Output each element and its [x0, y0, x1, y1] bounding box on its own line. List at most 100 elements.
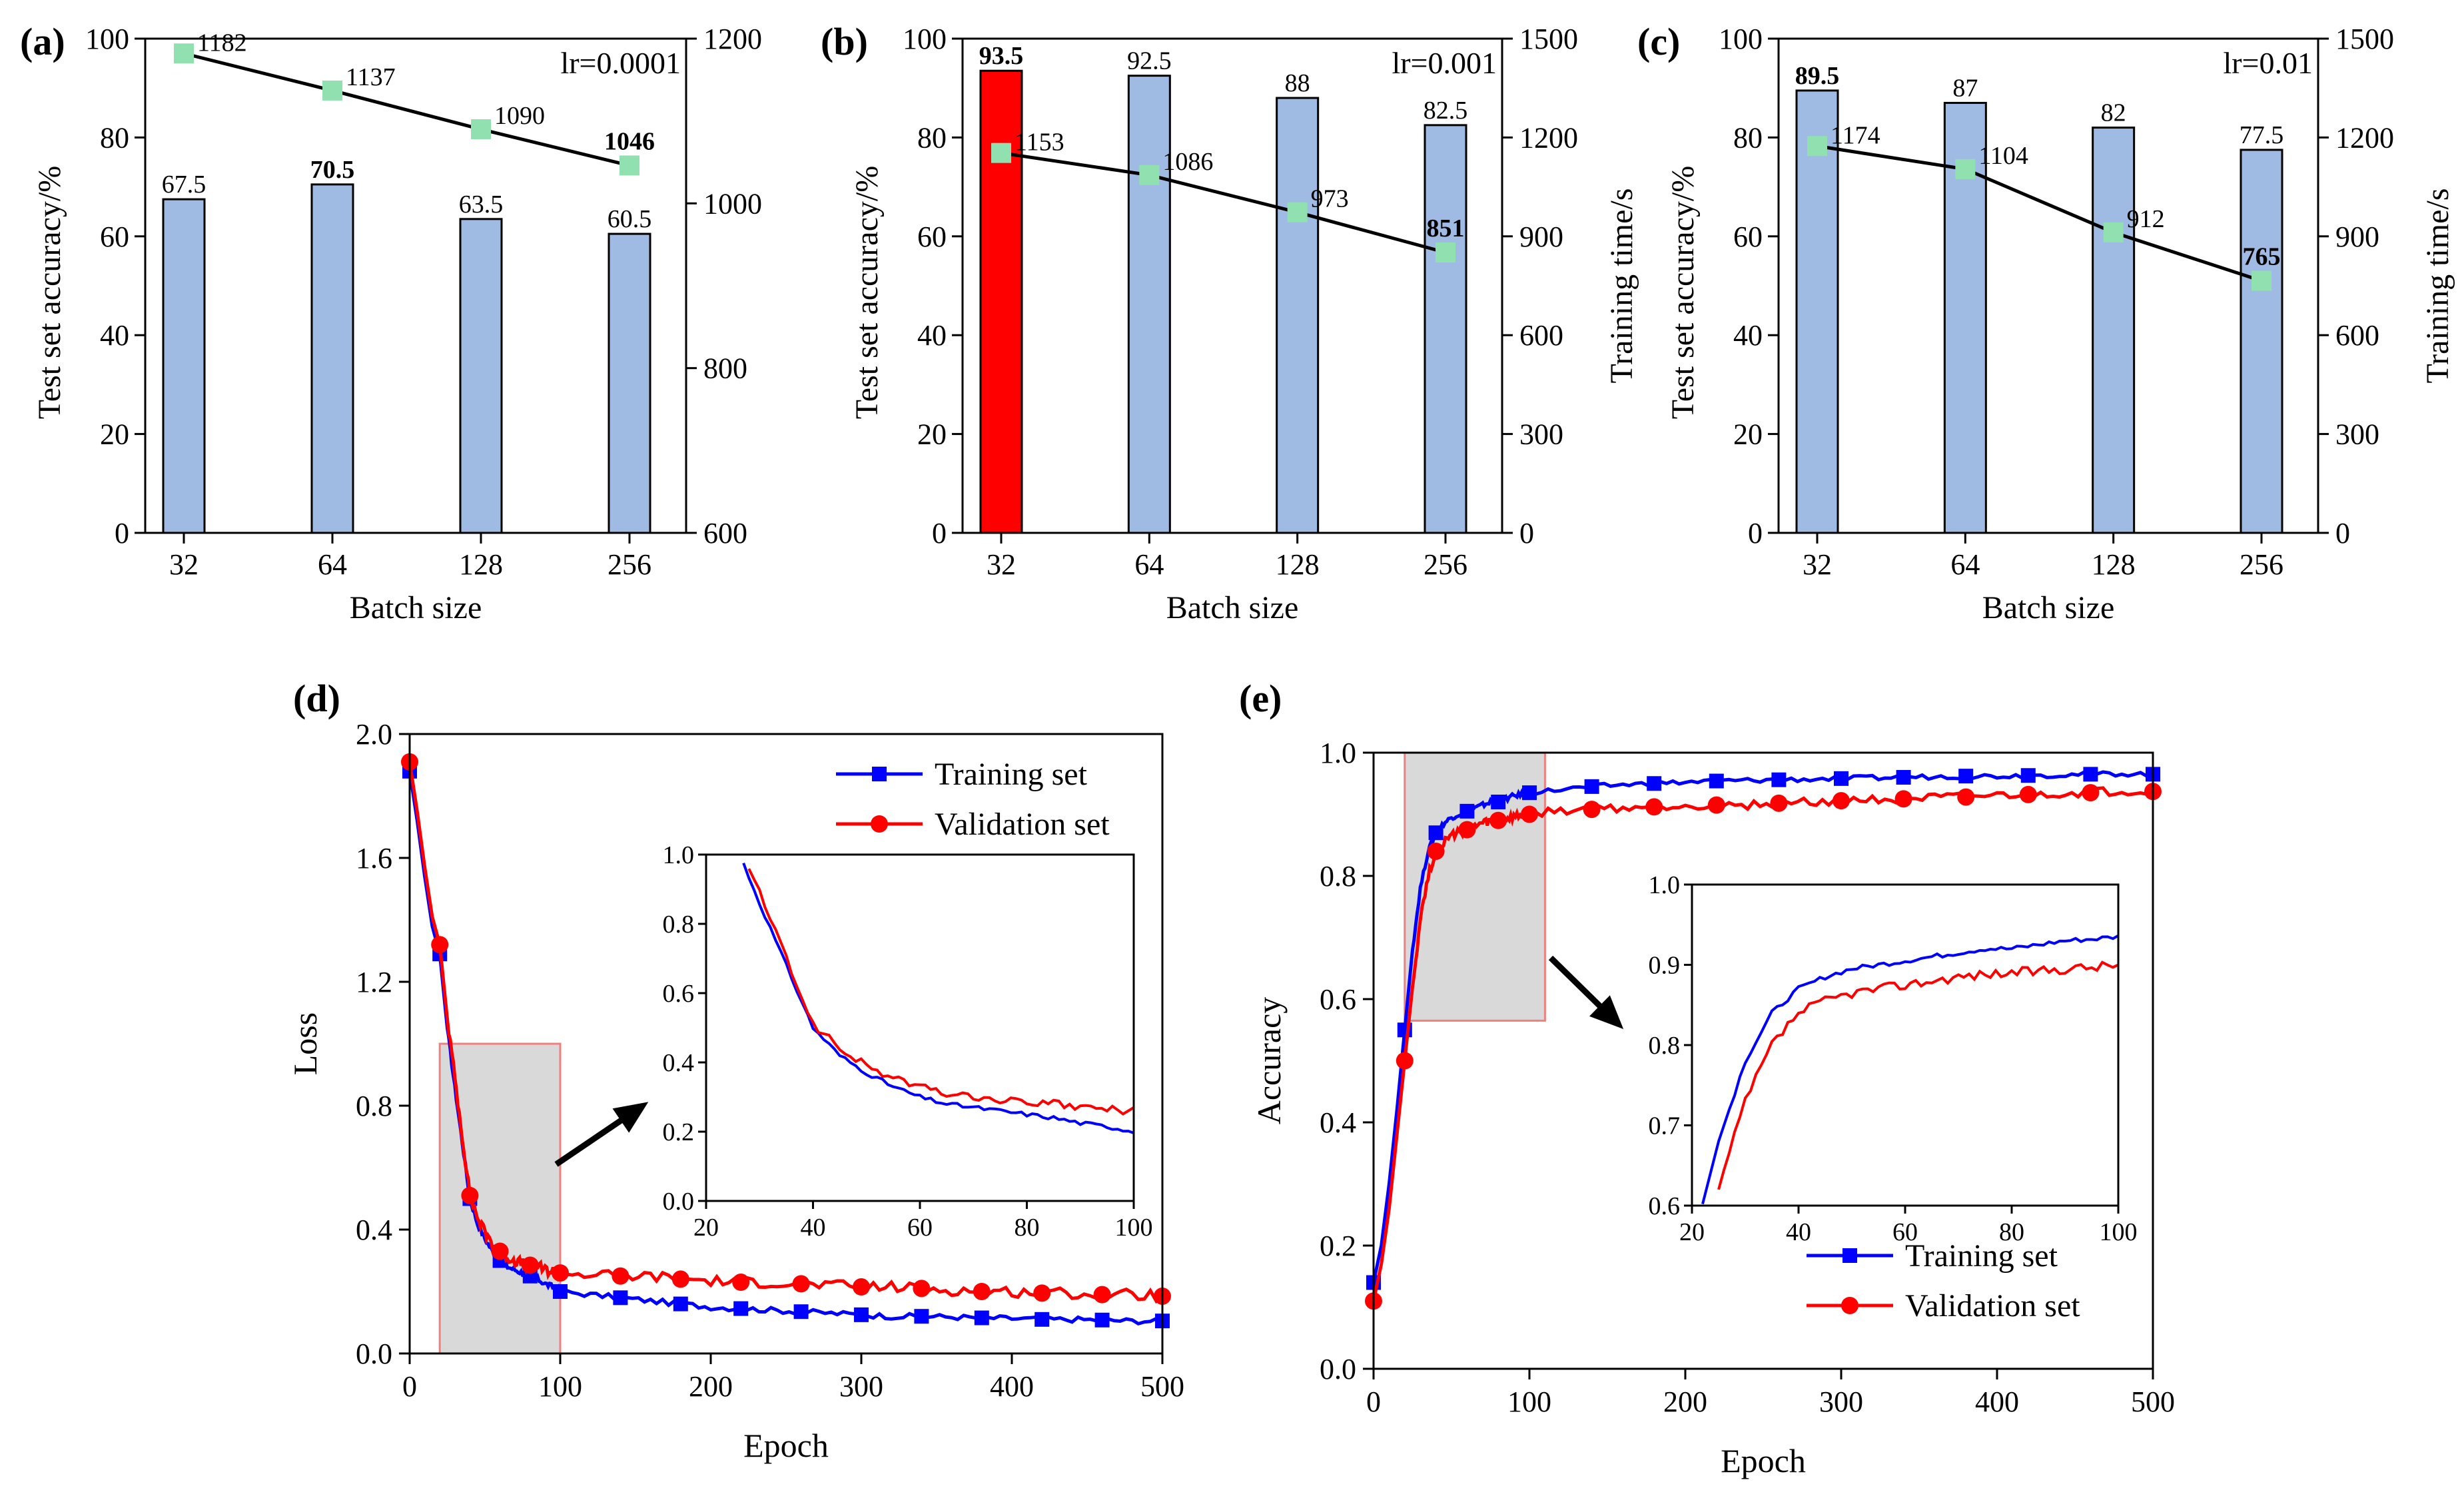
y-tick-label: 0.2	[1320, 1230, 1356, 1262]
x-tick-label: 300	[839, 1370, 883, 1403]
validation-set-marker	[1957, 788, 1975, 806]
training-set-marker	[1709, 773, 1724, 789]
training-time-line	[1001, 151, 1446, 254]
lr-annotation: lr=0.01	[2223, 46, 2313, 80]
x-axis-title: Batch size	[350, 590, 482, 625]
accuracy-label: 93.5	[979, 42, 1024, 70]
training-time-line	[183, 51, 630, 167]
y-tick-label: 0.8	[356, 1090, 392, 1122]
validation-set-marker	[431, 936, 449, 954]
validation-set-marker	[1894, 790, 1912, 808]
y-tick-label: 1.0	[1320, 737, 1356, 769]
training-set-marker	[1459, 803, 1475, 819]
y-tick-label: 80	[100, 121, 129, 154]
training-time-label: 1104	[1978, 142, 2028, 170]
training-set-marker	[1896, 770, 1911, 785]
inset-y-tick-label: 0.8	[663, 911, 695, 939]
validation-set-marker	[1396, 1052, 1414, 1070]
inset-x-tick-label: 40	[1786, 1218, 1811, 1246]
validation-set-marker	[612, 1267, 629, 1285]
accuracy-label: 63.5	[459, 190, 504, 218]
accuracy-bar	[162, 198, 206, 534]
y-tick-label: 40	[917, 319, 947, 352]
validation-set-marker	[2082, 784, 2100, 802]
y2-tick-label: 300	[2335, 418, 2379, 451]
x-axis-title: Batch size	[1166, 590, 1299, 625]
training-time-label: 1086	[1162, 148, 1213, 176]
x-tick-label: 256	[1424, 548, 1467, 581]
legend-label: Validation set	[1905, 1288, 2080, 1323]
y2-tick-label: 900	[1519, 220, 1563, 253]
inset-y-tick-label: 0.6	[663, 980, 695, 1008]
accuracy-bar	[1276, 97, 1320, 534]
x-tick-label: 32	[987, 548, 1016, 581]
y-tick-label: 20	[1733, 418, 1763, 451]
x-tick-label: 300	[1819, 1385, 1863, 1418]
panel-c-chart: 0 20 40 60 80 100 0 300 600 900 1200 1500 32 64 128 256…	[1665, 23, 2455, 625]
y-tick-label: 80	[1733, 121, 1763, 154]
training-set-marker	[1958, 769, 1974, 784]
training-set-marker	[1094, 1312, 1110, 1327]
y-tick-label: 0.4	[1320, 1106, 1356, 1139]
y-tick-label: 20	[917, 418, 947, 451]
x-axis-title: Epoch	[743, 1427, 829, 1464]
y-tick-label: 0.0	[356, 1337, 392, 1370]
training-time-line	[1817, 144, 2262, 282]
x-tick-label: 0	[402, 1370, 417, 1403]
training-time-marker	[1139, 165, 1160, 185]
accuracy-label: 92.5	[1127, 47, 1172, 75]
y2-tick-label: 1000	[703, 187, 762, 220]
training-time-label: 1153	[1015, 129, 1064, 157]
lr-annotation: lr=0.0001	[560, 46, 681, 80]
y-tick-label: 60	[917, 220, 947, 253]
x-tick-label: 128	[459, 548, 503, 581]
x-tick-label: 100	[1507, 1385, 1551, 1418]
zoom-arrow-head	[1589, 995, 1624, 1030]
x-tick-label: 400	[990, 1370, 1034, 1403]
panel-label-a: (a)	[20, 20, 65, 63]
validation-set-marker	[913, 1280, 931, 1298]
inset-y-tick-label: 0.9	[1649, 952, 1681, 980]
inset-y-tick-label: 1.0	[1649, 871, 1681, 899]
training-time-label: 1090	[494, 102, 545, 130]
training-time-marker	[1955, 159, 1976, 179]
y2-tick-label: 0	[1519, 517, 1534, 550]
inset-y-tick-label: 0.7	[1649, 1112, 1681, 1140]
validation-set-marker	[853, 1278, 870, 1296]
inset-x-tick-label: 40	[801, 1214, 826, 1242]
panel-label-d: (d)	[293, 677, 340, 720]
legend-marker	[871, 815, 888, 833]
inset-x-tick-label: 20	[1679, 1218, 1705, 1246]
validation-set-marker	[552, 1264, 569, 1282]
validation-set-marker	[1033, 1284, 1051, 1302]
training-time-marker	[2103, 222, 2124, 242]
validation-set-marker	[1093, 1286, 1111, 1304]
training-time-marker	[471, 119, 491, 140]
validation-set-marker	[491, 1242, 509, 1260]
plot-frame	[1777, 37, 2319, 534]
accuracy-label: 82	[2101, 99, 2126, 127]
accuracy-bar	[1795, 89, 1839, 534]
training-time-marker	[2252, 270, 2271, 291]
y-tick-label: 0.0	[1320, 1353, 1356, 1385]
accuracy-label: 67.5	[162, 171, 206, 198]
validation-set-marker	[792, 1275, 810, 1293]
plot-frame	[408, 733, 1164, 1355]
training-time-label: 973	[1311, 185, 1349, 213]
training-set-marker	[1522, 785, 1537, 801]
legend-label: Validation set	[935, 807, 1110, 842]
y-axis-title: Accuracy	[1250, 997, 1288, 1125]
y2-tick-label: 600	[703, 517, 747, 550]
accuracy-bar	[608, 232, 651, 534]
training-time-label: 1174	[1831, 121, 1880, 149]
validation-set-marker	[1521, 805, 1538, 823]
validation-set-marker	[1770, 794, 1788, 812]
x-axis-title: Batch size	[1982, 590, 2115, 625]
inset-x-tick-label: 100	[1115, 1214, 1153, 1242]
training-time-marker	[619, 155, 639, 176]
x-tick-label: 128	[2092, 548, 2136, 581]
inset-x-tick-label: 20	[693, 1214, 719, 1242]
training-set-marker	[1491, 795, 1506, 809]
y-tick-label: 20	[100, 418, 129, 451]
training-set-marker	[974, 1310, 989, 1325]
